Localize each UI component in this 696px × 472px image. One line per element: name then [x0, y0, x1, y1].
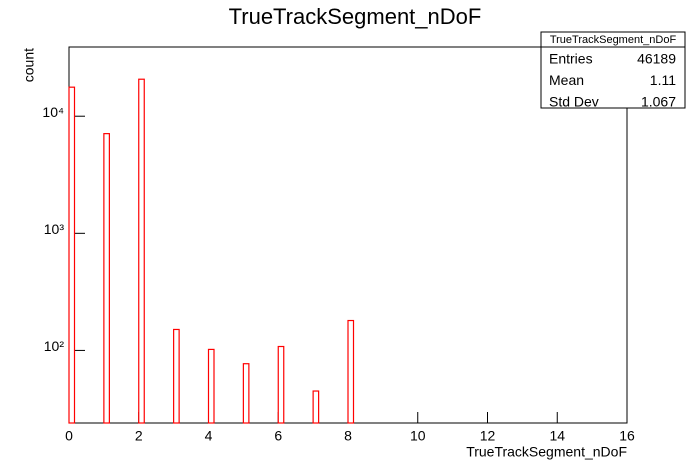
x-tick-label: 8 [344, 428, 352, 444]
x-tick-label: 4 [205, 428, 213, 444]
bar [347, 319, 355, 424]
bar [312, 390, 320, 424]
x-tick-label: 0 [65, 428, 73, 444]
bar [207, 348, 215, 424]
x-tick-label: 2 [135, 428, 143, 444]
y-axis-label: count [21, 48, 37, 82]
x-tick-label: 12 [480, 428, 496, 444]
y-tick-label: 10² [44, 338, 65, 354]
stats-title: TrueTrackSegment_nDoF [550, 34, 677, 46]
bar [68, 86, 76, 424]
stats-value: 1.067 [641, 94, 676, 110]
x-tick-label: 16 [619, 428, 635, 444]
stats-label: Entries [549, 51, 593, 67]
bar [173, 328, 180, 424]
x-tick-label: 6 [274, 428, 282, 444]
stats-label: Mean [549, 72, 584, 88]
x-axis-label: TrueTrackSegment_nDoF [466, 444, 627, 460]
y-tick-label: 10⁴ [42, 104, 64, 120]
bar [103, 133, 110, 424]
x-tick-label: 10 [410, 428, 426, 444]
x-tick-label: 14 [549, 428, 565, 444]
stats-value: 1.11 [650, 72, 676, 88]
stats-value: 46189 [637, 51, 676, 67]
bar [242, 363, 250, 424]
stats-label: Std Dev [549, 94, 599, 110]
stats-box: TrueTrackSegment_nDoF Entries 46189 Mean 1.… [540, 31, 686, 110]
bar [277, 345, 285, 424]
y-tick-label: 10³ [44, 221, 65, 237]
bar [138, 78, 145, 424]
stats-frame [540, 31, 686, 109]
chart-title: TrueTrackSegment_nDoF [229, 4, 482, 29]
